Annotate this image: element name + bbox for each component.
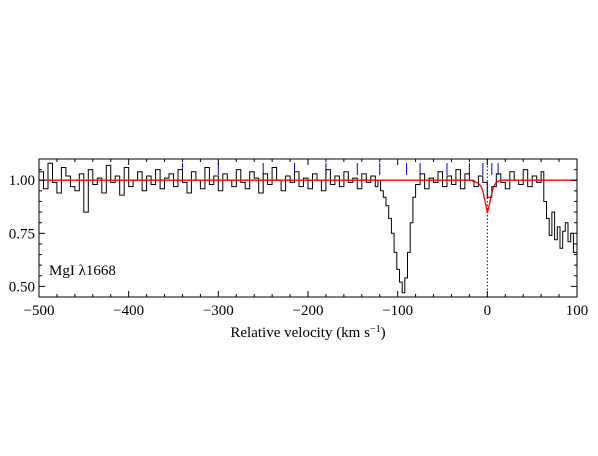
model-fit-line xyxy=(39,179,577,215)
component-marks xyxy=(181,163,499,175)
x-axis-title-main: Relative velocity (km s xyxy=(230,325,370,341)
x-axis-title-exponent: −1 xyxy=(370,324,381,335)
x-tick-label: −500 xyxy=(24,303,55,319)
x-axis-ticks: −500 −400 −300 −200 −100 0 100 xyxy=(24,159,589,319)
x-tick-label: −400 xyxy=(113,303,144,319)
observed-spectrum-line xyxy=(39,162,578,294)
x-axis-title: Relative velocity (km s−1) xyxy=(230,324,385,342)
ion-label: MgI λ1668 xyxy=(49,263,116,279)
x-tick-label: −200 xyxy=(293,303,324,319)
plot-area: −500 −400 −300 −200 −100 0 100 0.50 0.75 1.00 xyxy=(9,158,589,319)
x-tick-label: 0 xyxy=(484,303,492,319)
y-tick-label: 0.75 xyxy=(9,226,35,242)
x-tick-label: 100 xyxy=(566,303,589,319)
x-tick-label: −100 xyxy=(382,303,413,319)
x-axis-title-close: ) xyxy=(381,325,386,341)
y-tick-label: 1.00 xyxy=(9,173,35,189)
y-tick-label: 0.50 xyxy=(9,279,35,295)
x-tick-label: −300 xyxy=(203,303,234,319)
y-axis-ticks: 0.50 0.75 1.00 xyxy=(9,169,577,295)
